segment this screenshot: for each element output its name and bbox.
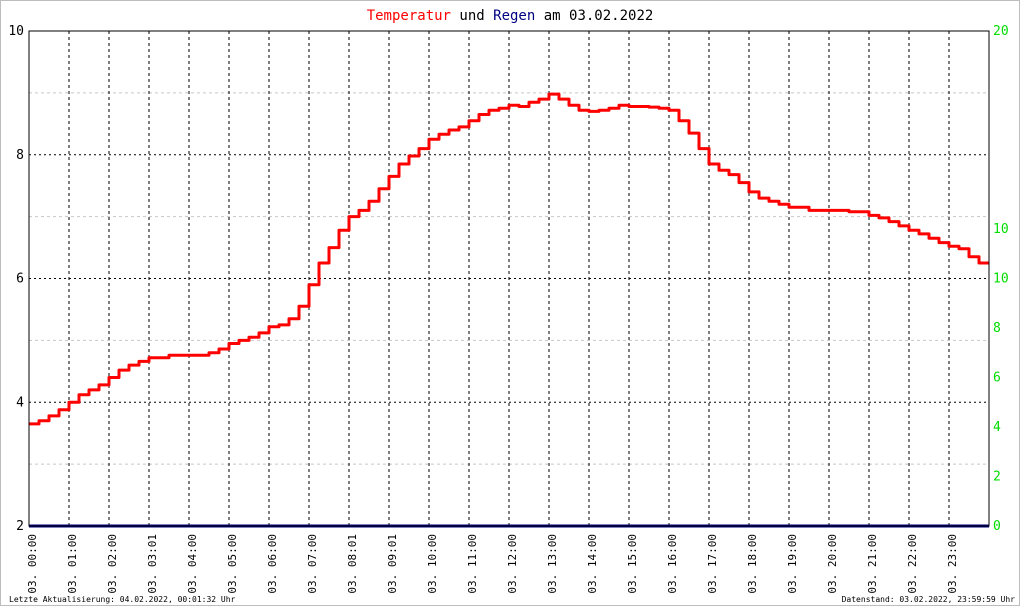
x-tick-label: 03. 10:00 [426, 534, 439, 593]
x-tick-label: 03. 21:00 [866, 534, 879, 593]
x-tick-label: 03. 09:01 [386, 534, 399, 593]
x-tick-label: 03. 00:00 [26, 534, 39, 593]
y-left-tick-label: 6 [16, 272, 24, 287]
temperature-line [29, 92, 989, 426]
x-tick-label: 03. 22:00 [906, 534, 919, 593]
title-rain: Regen [493, 8, 535, 24]
y-axis-right-labels: 0 2 4 6 8 10 10 20 [993, 24, 1009, 534]
x-tick-label: 03. 16:00 [666, 534, 679, 593]
x-tick-label: 03. 08:01 [346, 534, 359, 593]
x-tick-label: 03. 14:00 [586, 534, 599, 593]
x-tick-label: 03. 04:00 [186, 534, 199, 593]
y-right-tick-label: 6 [993, 371, 1001, 386]
grid [28, 30, 990, 527]
x-tick-label: 03. 07:00 [306, 534, 319, 593]
x-tick-label: 03. 13:00 [546, 534, 559, 593]
title-und: und [451, 8, 493, 24]
x-tick-label: 03. 23:00 [946, 534, 959, 593]
y-left-tick-label: 2 [16, 519, 24, 534]
y-left-tick-label: 10 [8, 24, 24, 39]
x-tick-label: 03. 19:00 [786, 534, 799, 593]
x-tick-label: 03. 20:00 [826, 534, 839, 593]
y-right-tick-label: 0 [993, 519, 1001, 534]
y-right-tick-label: 20 [993, 24, 1009, 39]
x-axis-labels: 03. 00:00 03. 01:00 03. 02:00 03. 03:01 03. … [26, 534, 959, 593]
y-axis-left-labels: 2 4 6 8 10 [8, 24, 24, 534]
y-right-tick-label: 8 [993, 321, 1001, 336]
x-tick-label: 03. 03:01 [146, 534, 159, 593]
x-tick-label: 03. 15:00 [626, 534, 639, 593]
x-tick-label: 03. 06:00 [266, 534, 279, 593]
title-temperature: Temperatur [367, 8, 451, 24]
title-date: am 03.02.2022 [535, 8, 653, 24]
x-tick-label: 03. 17:00 [706, 534, 719, 593]
plot-border [28, 30, 990, 527]
footer-last-update: Letzte Aktualisierung: 04.02.2022, 00:01… [9, 595, 236, 604]
chart-title: Temperatur und Regen am 03.02.2022 [367, 8, 654, 24]
y-right-tick-label: 10 [993, 222, 1009, 237]
temperature-rain-chart: Temperatur und Regen am 03.02.2022 2 4 6 8 1… [8, 8, 1009, 593]
y-right-tick-label: 4 [993, 420, 1001, 435]
x-tick-label: 03. 12:00 [506, 534, 519, 593]
x-tick-label: 03. 05:00 [226, 534, 239, 593]
x-tick-label: 03. 02:00 [106, 534, 119, 593]
x-tick-label: 03. 11:00 [466, 534, 479, 593]
y-left-tick-label: 4 [16, 395, 24, 410]
x-tick-label: 03. 18:00 [746, 534, 759, 593]
footer-data-status: Datenstand: 03.02.2022, 23:59:59 Uhr [841, 595, 1015, 604]
y-left-tick-label: 8 [16, 148, 24, 163]
y-right-tick-label: 2 [993, 470, 1001, 485]
y-right-tick-label: 10 [993, 272, 1009, 287]
x-tick-label: 03. 01:00 [66, 534, 79, 593]
